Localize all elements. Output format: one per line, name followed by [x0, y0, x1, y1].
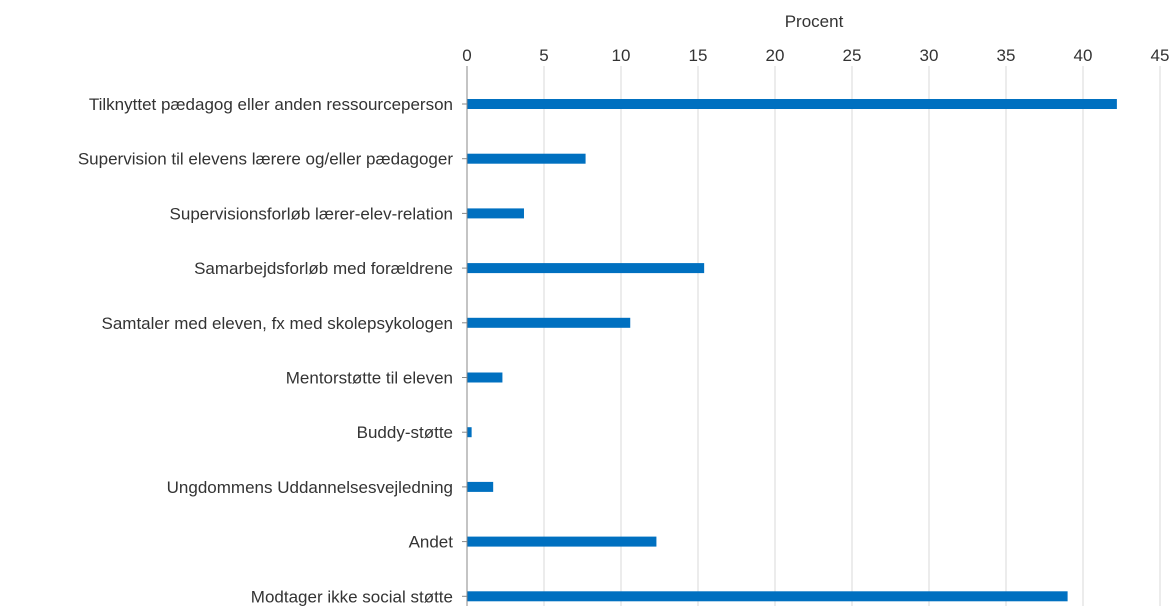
x-tick-label-5: 5: [539, 46, 548, 65]
x-tick-label-30: 30: [920, 46, 939, 65]
category-label-8: Ungdommens Uddannelsesvejledning: [167, 478, 453, 497]
bar-10: [467, 591, 1068, 602]
bar-9: [467, 536, 657, 547]
x-tick-label-20: 20: [766, 46, 785, 65]
bar-7: [467, 427, 472, 438]
x-tick-label-40: 40: [1074, 46, 1093, 65]
x-tick-label-0: 0: [462, 46, 471, 65]
category-label-9: Andet: [409, 533, 454, 552]
x-tick-label-15: 15: [689, 46, 708, 65]
category-label-2: Supervision til elevens lærere og/eller …: [78, 150, 453, 169]
category-label-4: Samarbejdsforløb med forældrene: [194, 259, 453, 278]
bar-2: [467, 153, 586, 164]
bar-5: [467, 317, 631, 328]
category-label-10: Modtager ikke social støtte: [251, 587, 453, 606]
bar-6: [467, 372, 503, 383]
bar-1: [467, 99, 1117, 109]
x-tick-label-10: 10: [612, 46, 631, 65]
gridlines: [543, 66, 1161, 606]
x-tick-label-35: 35: [997, 46, 1016, 65]
bars: [462, 99, 1117, 602]
bar-8: [467, 481, 494, 492]
category-label-6: Mentorstøtte til eleven: [286, 369, 453, 388]
category-label-1: Tilknyttet pædagog eller anden ressource…: [89, 95, 453, 114]
category-label-7: Buddy-støtte: [357, 423, 453, 442]
category-label-3: Supervisionsforløb lærer-elev-relation: [170, 204, 453, 223]
x-tick-labels: 0 5 10 15 20 25 30 35 40 45: [462, 46, 1169, 65]
x-tick-label-45: 45: [1151, 46, 1170, 65]
x-tick-label-25: 25: [843, 46, 862, 65]
category-label-5: Samtaler med eleven, fx med skolepsykolo…: [101, 314, 453, 333]
bar-4: [467, 263, 705, 274]
bar-3: [467, 208, 524, 219]
category-labels: Tilknyttet pædagog eller anden ressource…: [78, 95, 453, 606]
x-axis-title: Procent: [785, 12, 844, 31]
